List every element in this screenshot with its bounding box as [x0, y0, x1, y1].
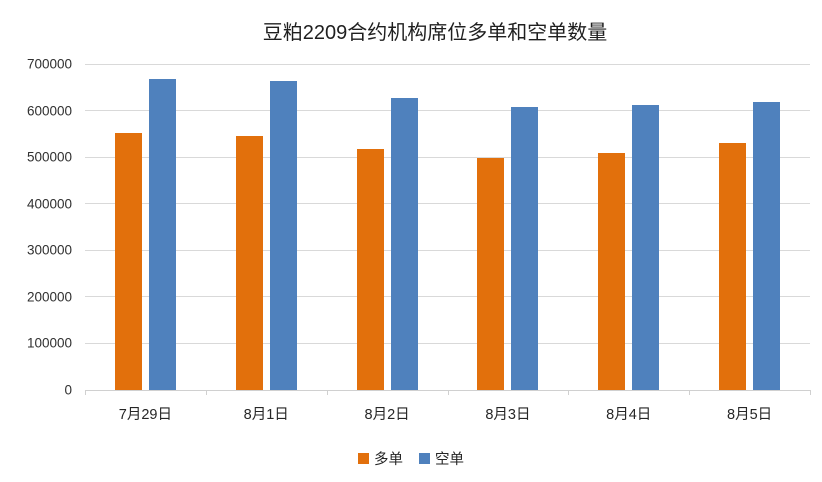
x-axis-tick	[205, 390, 207, 395]
bar-long	[598, 153, 626, 390]
bar-long	[719, 143, 747, 390]
legend-item-short: 空单	[419, 448, 464, 469]
x-axis-tick-label: 7月29日	[118, 407, 173, 423]
y-axis-tick-label: 500000	[26, 149, 72, 165]
bar-long	[356, 149, 384, 390]
x-axis-tick-label: 8月2日	[364, 407, 410, 423]
gridline	[85, 342, 810, 344]
bar-long	[477, 158, 505, 390]
gridline	[85, 296, 810, 298]
bar-long	[235, 135, 263, 390]
legend-label: 空单	[435, 452, 464, 468]
legend-label: 多单	[374, 452, 403, 468]
y-axis-tick-label: 600000	[26, 103, 72, 119]
x-axis-tick	[447, 390, 449, 395]
x-axis-tick	[85, 390, 86, 395]
x-axis-tick-label: 8月3日	[485, 407, 531, 423]
y-axis-tick-label: 400000	[26, 196, 72, 212]
x-axis-tick-label: 8月4日	[606, 407, 652, 423]
y-axis-tick-label: 0	[64, 382, 72, 398]
legend-swatch-icon	[419, 453, 430, 464]
gridline	[85, 110, 810, 112]
x-axis-tick	[568, 390, 570, 395]
x-axis-tick-label: 8月5日	[727, 407, 773, 423]
chart-title: 豆粕2209合约机构席位多单和空单数量	[262, 22, 608, 44]
gridline	[85, 249, 810, 251]
legend-item-long: 多单	[358, 448, 403, 469]
legend-swatch-icon	[358, 453, 369, 464]
x-axis-tick	[810, 390, 811, 395]
bar-short	[269, 80, 297, 390]
y-axis-tick-label: 200000	[26, 289, 72, 305]
gridline	[85, 63, 810, 65]
y-axis-tick-label: 700000	[26, 56, 72, 72]
y-axis-tick-label: 300000	[26, 242, 72, 258]
bar-short	[511, 107, 539, 390]
x-axis-tick-label: 8月1日	[243, 407, 289, 423]
bar-short	[632, 104, 660, 390]
legend: 多单 空单	[0, 448, 822, 469]
gridline	[85, 203, 810, 205]
bar-short	[390, 98, 418, 390]
bar-short	[753, 102, 781, 390]
bar-long	[114, 133, 142, 390]
x-axis-tick	[326, 390, 328, 395]
gridline	[85, 156, 810, 158]
bar-short	[148, 79, 176, 390]
y-axis-tick-label: 100000	[26, 335, 72, 351]
x-axis-tick	[689, 390, 691, 395]
